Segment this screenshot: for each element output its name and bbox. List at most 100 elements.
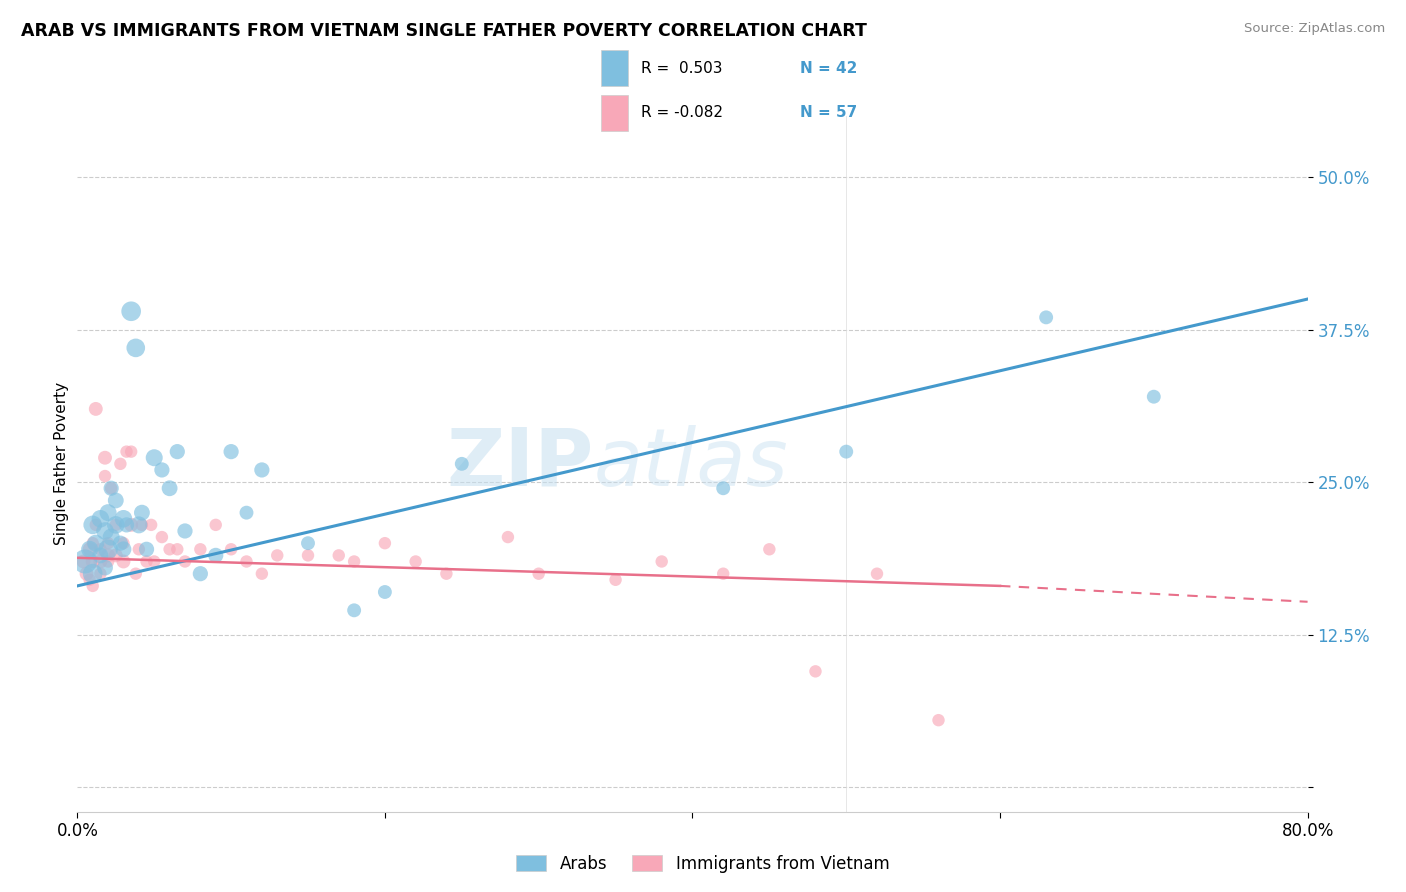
Point — [174, 524, 197, 538]
Text: ARAB VS IMMIGRANTS FROM VIETNAM SINGLE FATHER POVERTY CORRELATION CHART: ARAB VS IMMIGRANTS FROM VIETNAM SINGLE F… — [21, 22, 868, 40]
Legend: Arabs, Immigrants from Vietnam: Arabs, Immigrants from Vietnam — [510, 848, 896, 880]
Point — [115, 517, 138, 532]
Point — [120, 304, 142, 318]
Text: N = 57: N = 57 — [800, 105, 858, 120]
Text: ZIP: ZIP — [447, 425, 595, 503]
Point — [496, 530, 519, 544]
Point — [72, 554, 94, 568]
Point — [374, 536, 396, 550]
Point — [150, 530, 173, 544]
Point — [97, 506, 120, 520]
Point — [82, 517, 104, 532]
Point — [141, 517, 163, 532]
Point — [804, 665, 827, 679]
Point — [97, 536, 120, 550]
Point — [89, 566, 111, 581]
Point — [104, 517, 127, 532]
Point — [84, 517, 107, 532]
Point — [89, 549, 111, 563]
Point — [82, 554, 104, 568]
Point — [120, 444, 142, 458]
Point — [84, 536, 107, 550]
Point — [159, 542, 181, 557]
Text: N = 42: N = 42 — [800, 61, 858, 76]
Point — [188, 566, 212, 581]
Point — [100, 481, 122, 495]
Point — [343, 554, 366, 568]
Point — [835, 444, 858, 458]
Point — [94, 524, 117, 538]
Point — [112, 512, 135, 526]
Point — [131, 506, 153, 520]
Point — [450, 457, 472, 471]
Y-axis label: Single Father Poverty: Single Father Poverty — [53, 383, 69, 545]
Point — [605, 573, 627, 587]
Point — [73, 554, 96, 568]
Point — [112, 554, 135, 568]
FancyBboxPatch shape — [600, 50, 627, 86]
Point — [135, 554, 157, 568]
Point — [866, 566, 889, 581]
Point — [94, 469, 117, 483]
Point — [204, 517, 226, 532]
Point — [928, 713, 950, 727]
Point — [235, 554, 257, 568]
Point — [131, 517, 153, 532]
Point — [110, 536, 132, 550]
Point — [128, 542, 150, 557]
Point — [104, 517, 127, 532]
Point — [374, 585, 396, 599]
Point — [82, 536, 104, 550]
Point — [758, 542, 780, 557]
Text: R =  0.503: R = 0.503 — [641, 61, 723, 76]
Point — [150, 463, 173, 477]
Point — [125, 341, 148, 355]
Point — [266, 549, 288, 563]
Point — [79, 542, 101, 557]
Point — [110, 457, 132, 471]
Point — [204, 549, 226, 563]
Point — [94, 560, 117, 574]
Text: Source: ZipAtlas.com: Source: ZipAtlas.com — [1244, 22, 1385, 36]
FancyBboxPatch shape — [600, 95, 627, 131]
Point — [405, 554, 427, 568]
Point — [1035, 310, 1057, 325]
Point — [115, 444, 138, 458]
Point — [188, 542, 212, 557]
Point — [89, 512, 111, 526]
Point — [135, 542, 157, 557]
Point — [97, 542, 120, 557]
Point — [100, 530, 122, 544]
Point — [250, 566, 273, 581]
Point — [104, 549, 127, 563]
Point — [219, 542, 242, 557]
Point — [112, 536, 135, 550]
Point — [166, 444, 188, 458]
Point — [436, 566, 458, 581]
Point — [159, 481, 181, 495]
Point — [219, 444, 242, 458]
Point — [82, 566, 104, 581]
Point — [79, 542, 101, 557]
Point — [1143, 390, 1166, 404]
Point — [343, 603, 366, 617]
Point — [97, 549, 120, 563]
Point — [82, 579, 104, 593]
Point — [651, 554, 673, 568]
Point — [527, 566, 550, 581]
Point — [711, 481, 734, 495]
Point — [94, 450, 117, 465]
Point — [174, 554, 197, 568]
Point — [297, 536, 319, 550]
Point — [89, 542, 111, 557]
Point — [125, 566, 148, 581]
Point — [328, 549, 350, 563]
Point — [89, 554, 111, 568]
Point — [143, 450, 166, 465]
Text: atlas: atlas — [595, 425, 789, 503]
Point — [128, 517, 150, 532]
Point — [97, 554, 120, 568]
Point — [235, 506, 257, 520]
Point — [100, 481, 122, 495]
Point — [711, 566, 734, 581]
